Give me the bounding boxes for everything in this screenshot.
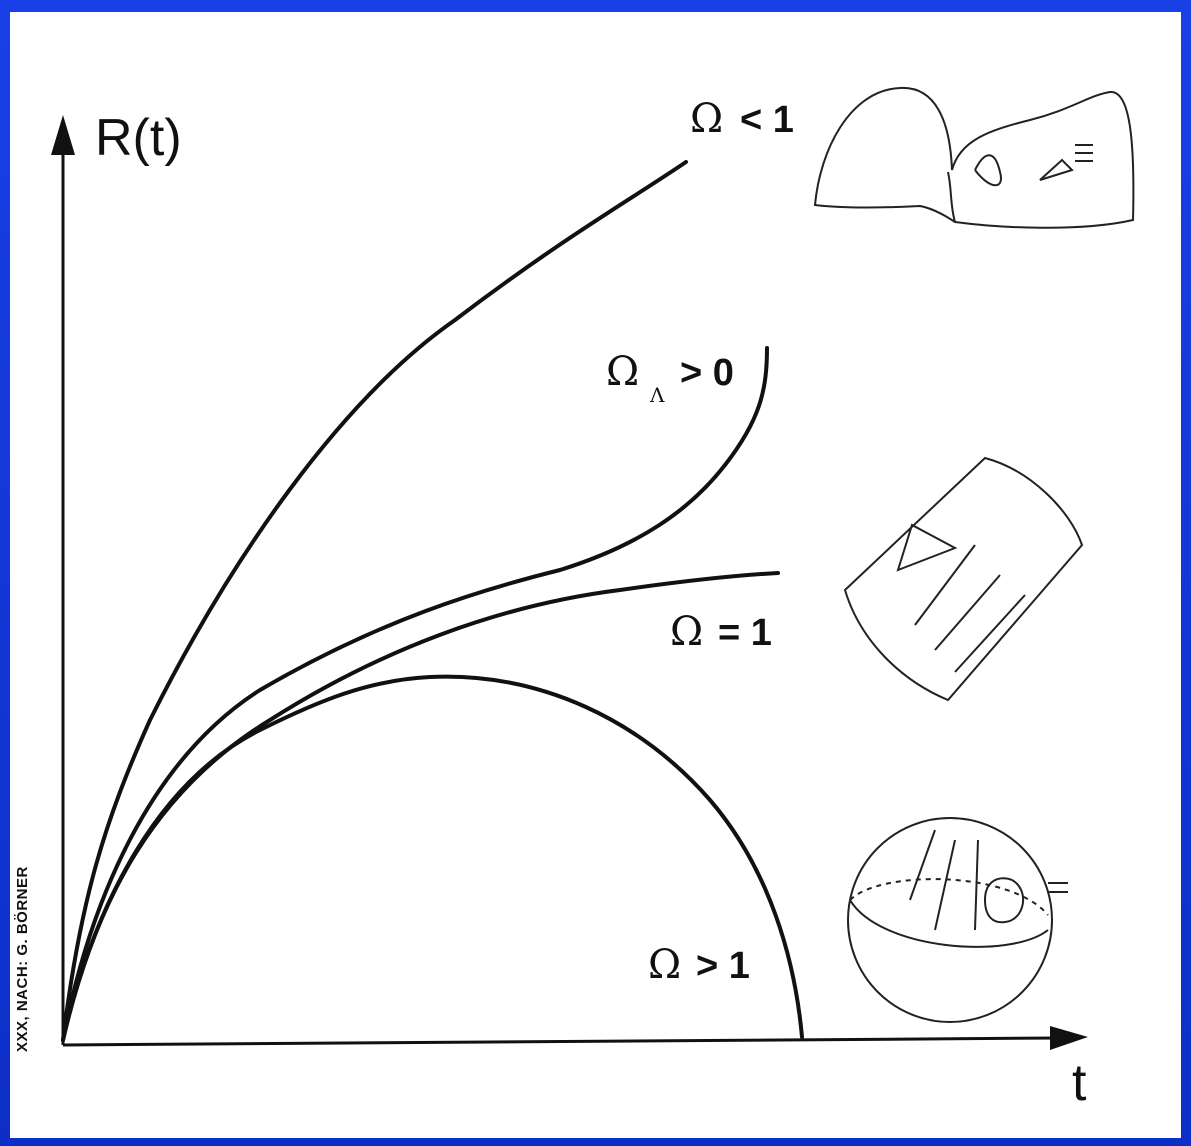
label-omega-less-1: Ω < 1 [690,96,794,142]
x-axis-label: t [1072,1054,1087,1112]
axes [61,145,1061,1047]
diagram-panel [10,12,1181,1138]
label-omega-lambda-greater-0: Ω Λ > 0 [606,349,734,407]
omega-symbol: Ω [648,942,681,988]
flat-plane-icon [843,456,1084,702]
curve-closed [61,674,804,1042]
y-axis-arrow-icon [51,115,75,155]
label-omega-greater-1: Ω > 1 [648,942,750,988]
relation-text: > 1 [696,945,750,987]
label-omega-equals-1: Ω = 1 [670,609,772,655]
credit-text: XXX, NACH: G. BÖRNER [14,866,31,1052]
x-axis [62,1036,1061,1047]
y-axis-label: R(t) [95,109,182,167]
relation-text: = 1 [718,612,772,654]
sphere-icon [847,817,1068,1023]
omega-symbol: Ω [606,349,639,395]
curve-open [61,160,688,1042]
omega-symbol: Ω [690,96,723,142]
omega-symbol: Ω [670,609,703,655]
relation-text: < 1 [740,99,794,141]
lambda-subscript: Λ [649,383,665,407]
relation-text: > 0 [680,352,734,394]
x-axis-arrow-icon [1050,1026,1088,1050]
curve-lambda [61,346,769,1042]
saddle-surface-icon [813,86,1135,229]
